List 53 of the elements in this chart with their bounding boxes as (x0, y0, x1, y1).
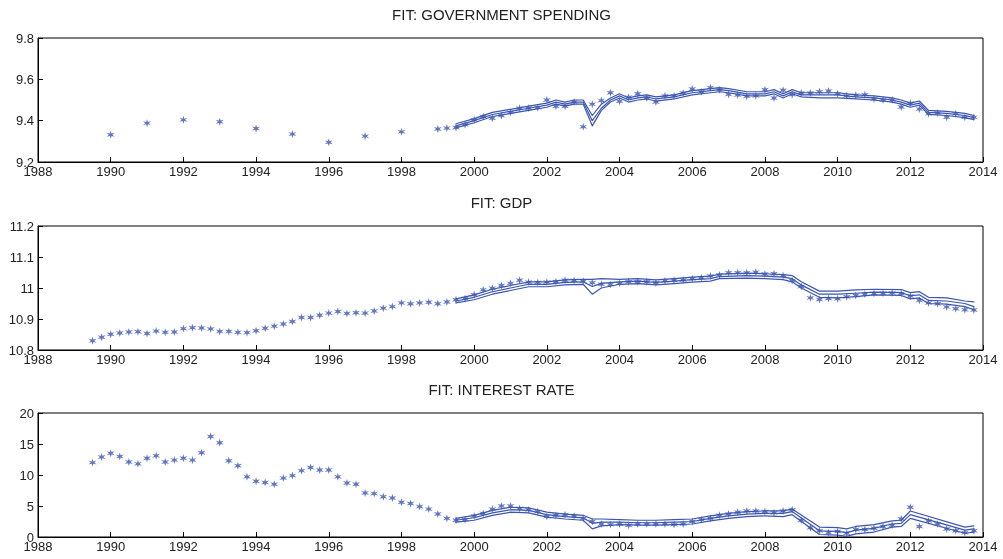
x-tick-label: 2004 (605, 164, 634, 179)
chart-title: FIT: GOVERNMENT SPENDING (392, 6, 611, 23)
x-tick-label: 2014 (968, 539, 998, 554)
y-tick-label: 11.2 (9, 218, 34, 234)
x-tick-label: 1998 (387, 164, 416, 179)
x-tick-label: 1994 (241, 352, 271, 367)
x-tick-label: 2012 (895, 164, 925, 179)
y-tick-label: 9.4 (15, 113, 34, 129)
y-tick-label: 11 (20, 280, 34, 296)
x-tick-label: 1992 (168, 352, 198, 367)
x-tick-label: 1996 (314, 352, 344, 367)
x-tick-label: 2010 (823, 352, 853, 367)
x-tick-label: 2002 (532, 352, 562, 367)
x-tick-label: 2010 (823, 164, 853, 179)
x-tick-label: 2004 (605, 539, 634, 554)
y-tick-label: 20 (19, 405, 34, 421)
x-tick-label: 2000 (459, 352, 489, 367)
x-tick-label: 2008 (750, 352, 780, 367)
y-tick-label: 9.6 (15, 71, 34, 87)
y-tick-label: 5 (26, 498, 34, 514)
x-tick-label: 2006 (677, 352, 707, 367)
x-tick-label: 2008 (750, 164, 780, 179)
x-tick-label: 2002 (532, 164, 562, 179)
x-tick-label: 2002 (532, 539, 562, 554)
y-tick-label: 15 (19, 436, 34, 452)
x-tick-label: 2006 (677, 164, 707, 179)
x-tick-label: 2010 (823, 539, 853, 554)
chart-title: FIT: INTEREST RATE (428, 381, 575, 398)
x-tick-label: 1990 (96, 352, 126, 367)
x-tick-label: 1996 (314, 539, 344, 554)
x-tick-label: 1990 (96, 539, 126, 554)
x-tick-label: 2006 (677, 539, 707, 554)
x-tick-label: 1998 (387, 352, 416, 367)
chart-title: FIT: GDP (470, 194, 533, 211)
x-tick-label: 1992 (168, 539, 198, 554)
x-tick-label: 2008 (750, 539, 780, 554)
x-tick-label: 2014 (968, 164, 998, 179)
x-tick-label: 1994 (241, 164, 271, 179)
x-tick-label: 1996 (314, 164, 344, 179)
x-tick-label: 2000 (459, 164, 489, 179)
x-tick-label: 2012 (895, 352, 925, 367)
x-tick-label: 1998 (387, 539, 416, 554)
x-tick-label: 1992 (168, 164, 198, 179)
y-tick-label: 9.8 (15, 30, 34, 46)
y-tick-label: 11.1 (9, 249, 34, 265)
x-tick-label: 1990 (96, 164, 126, 179)
x-tick-label: 2012 (895, 539, 925, 554)
y-tick-label: 10 (19, 467, 34, 483)
x-tick-label: 1994 (241, 539, 271, 554)
x-tick-label: 2000 (459, 539, 489, 554)
x-tick-label: 2004 (605, 352, 634, 367)
x-tick-label: 2014 (968, 352, 998, 367)
y-tick-label: 10.9 (8, 311, 34, 327)
